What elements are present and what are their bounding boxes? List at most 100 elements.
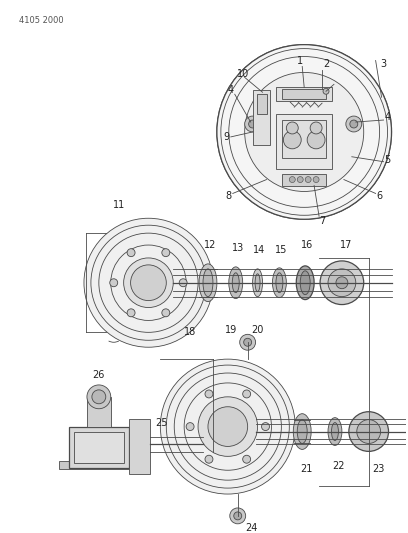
Circle shape — [84, 218, 213, 347]
Text: 22: 22 — [333, 461, 345, 471]
Circle shape — [357, 419, 381, 443]
Circle shape — [234, 512, 242, 520]
Ellipse shape — [273, 268, 286, 297]
Ellipse shape — [296, 266, 314, 300]
Circle shape — [245, 116, 261, 132]
Bar — [277, 87, 332, 101]
Circle shape — [305, 176, 311, 182]
Circle shape — [87, 385, 111, 409]
Text: 11: 11 — [113, 200, 125, 211]
Ellipse shape — [331, 423, 338, 440]
Bar — [282, 174, 326, 185]
Circle shape — [230, 508, 246, 524]
Bar — [253, 90, 271, 145]
Text: 19: 19 — [225, 325, 237, 335]
Circle shape — [284, 131, 301, 149]
Bar — [277, 114, 332, 168]
Circle shape — [313, 176, 319, 182]
Circle shape — [92, 390, 106, 404]
Circle shape — [297, 176, 303, 182]
Text: 16: 16 — [301, 240, 313, 250]
Text: 9: 9 — [224, 132, 230, 142]
Text: 10: 10 — [237, 69, 249, 79]
Circle shape — [350, 120, 358, 128]
Circle shape — [162, 309, 170, 317]
Circle shape — [346, 116, 362, 132]
Ellipse shape — [229, 267, 243, 298]
Circle shape — [243, 455, 251, 463]
Text: 8: 8 — [226, 191, 232, 201]
Ellipse shape — [276, 273, 283, 293]
Ellipse shape — [297, 419, 307, 443]
Circle shape — [289, 176, 295, 182]
Text: 4105 2000: 4105 2000 — [20, 16, 64, 25]
Bar — [87, 397, 111, 426]
Ellipse shape — [166, 432, 180, 457]
Ellipse shape — [255, 274, 260, 292]
Ellipse shape — [293, 414, 311, 449]
Text: 20: 20 — [251, 325, 264, 335]
Text: 5: 5 — [384, 155, 390, 165]
Circle shape — [243, 390, 251, 398]
Text: 1: 1 — [297, 55, 303, 66]
Text: 23: 23 — [373, 464, 385, 474]
Circle shape — [294, 132, 314, 152]
Circle shape — [286, 122, 298, 134]
Circle shape — [110, 279, 118, 287]
Circle shape — [320, 261, 364, 304]
Text: 17: 17 — [340, 240, 352, 250]
Ellipse shape — [199, 264, 217, 302]
Circle shape — [198, 397, 257, 456]
Ellipse shape — [170, 437, 177, 453]
Circle shape — [205, 390, 213, 398]
Text: 12: 12 — [204, 240, 216, 250]
Text: 6: 6 — [377, 191, 383, 201]
Text: 24: 24 — [246, 523, 258, 533]
Circle shape — [336, 277, 348, 289]
Circle shape — [307, 131, 325, 149]
Circle shape — [286, 124, 322, 160]
Text: 15: 15 — [275, 245, 288, 255]
Circle shape — [328, 269, 356, 297]
Bar — [59, 461, 139, 469]
Circle shape — [127, 309, 135, 317]
Text: 7: 7 — [319, 216, 325, 226]
Ellipse shape — [300, 271, 310, 295]
Circle shape — [323, 88, 329, 94]
Bar — [129, 418, 151, 474]
Circle shape — [205, 455, 213, 463]
Text: 4: 4 — [384, 112, 390, 122]
Ellipse shape — [232, 273, 239, 293]
Circle shape — [179, 279, 187, 287]
Circle shape — [248, 120, 257, 128]
Circle shape — [127, 249, 135, 256]
Text: 21: 21 — [300, 464, 313, 474]
Circle shape — [131, 265, 166, 301]
Bar — [74, 432, 124, 463]
Circle shape — [240, 334, 255, 350]
Text: 13: 13 — [232, 243, 244, 253]
Ellipse shape — [203, 269, 213, 297]
Circle shape — [310, 122, 322, 134]
Circle shape — [124, 258, 173, 308]
Bar — [282, 90, 326, 99]
Circle shape — [245, 72, 364, 191]
Ellipse shape — [328, 418, 342, 446]
Circle shape — [160, 359, 295, 494]
Text: 3: 3 — [381, 60, 387, 69]
Circle shape — [244, 338, 252, 346]
Text: 25: 25 — [155, 418, 168, 427]
Circle shape — [186, 423, 194, 431]
Bar — [257, 94, 266, 114]
Circle shape — [349, 411, 388, 451]
Bar — [282, 120, 326, 158]
Text: 26: 26 — [93, 370, 105, 380]
Text: 14: 14 — [253, 245, 266, 255]
Text: 18: 18 — [184, 327, 196, 337]
Circle shape — [217, 45, 392, 219]
Circle shape — [208, 407, 248, 447]
Circle shape — [162, 249, 170, 256]
Bar — [69, 426, 129, 469]
Ellipse shape — [253, 269, 262, 297]
Circle shape — [262, 423, 269, 431]
